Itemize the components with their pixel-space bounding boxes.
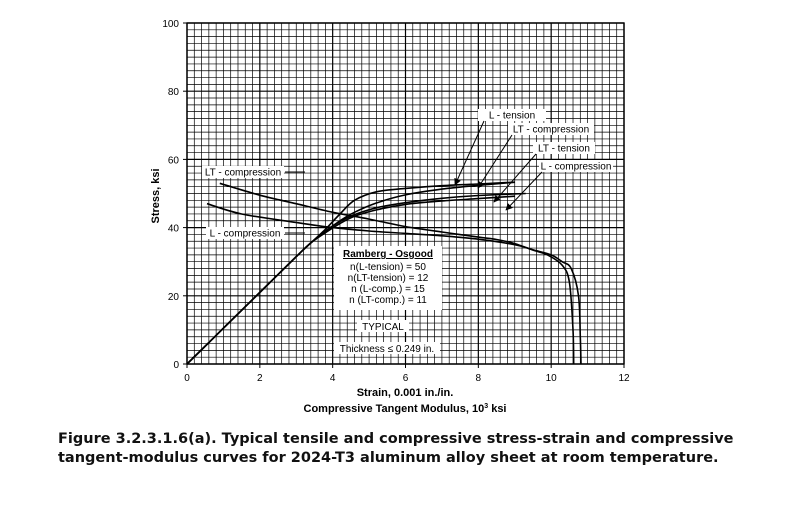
leader-arrow (505, 171, 543, 211)
x-tick-label: 6 (403, 373, 409, 384)
curve-label: L - tension (454, 109, 546, 186)
label-background (539, 160, 613, 172)
curve-label-text: LT - tension (538, 144, 590, 155)
curve-label-text: L - compression (541, 162, 612, 173)
tangent-modulus-lt-compression (219, 182, 575, 365)
leader-arrow (493, 153, 537, 203)
thickness-background (334, 342, 440, 354)
y-axis-label: Stress, ksi (150, 168, 162, 223)
tangent-modulus-l-compression (206, 202, 582, 365)
ramberg-background (334, 246, 442, 310)
ramberg-line: n (LT-comp.) = 11 (349, 295, 427, 306)
tick-labels: 0 2 4 6 8 10 12 0 20 40 60 80 100 (162, 19, 630, 384)
x-tick-label: 4 (330, 373, 336, 384)
curve-label: LT - compression (477, 123, 594, 189)
caption-line-2: tangent-modulus curves for 2024-T3 alumi… (58, 450, 719, 466)
curve-label-text: LT - compression (513, 125, 589, 136)
y-tick-label: 100 (162, 19, 179, 30)
ramberg-line: n (L-comp.) = 15 (351, 284, 425, 295)
curve-l-compression (186, 181, 515, 365)
ramberg-osgood-box: Ramberg - Osgood n(L-tension) = 50n(LT-te… (334, 246, 442, 310)
stress-strain-chart: 0 2 4 6 8 10 12 0 20 40 60 80 100 L - tension LT - co… (150, 19, 630, 415)
typical-text: TYPICAL (362, 322, 404, 333)
y-tick-label: 80 (168, 87, 180, 98)
y-tick-label: 20 (168, 292, 180, 303)
x-tick-label: 8 (476, 373, 482, 384)
label-background (206, 227, 284, 239)
ramberg-title: Ramberg - Osgood (343, 249, 433, 260)
legend-boxes: Ramberg - Osgood n(L-tension) = 50n(LT-te… (334, 246, 442, 355)
x-axis-label-secondary: Compressive Tangent Modulus, 103 ksi (304, 403, 507, 415)
figure-caption: Figure 3.2.3.1.6(a). Typical tensile and… (58, 430, 758, 468)
curve-label: LT - compression (202, 166, 284, 179)
ramberg-line: n(LT-tension) = 12 (348, 273, 429, 284)
curve-label-text: L - compression (210, 229, 281, 240)
y-tick-label: 0 (173, 360, 179, 371)
curves (186, 181, 582, 365)
y-tick-label: 40 (168, 224, 180, 235)
x-axis-label: Strain, 0.001 in./in. (357, 387, 454, 399)
curve-label: LT - tension (493, 142, 595, 203)
ramberg-line: n(L-tension) = 50 (350, 262, 426, 273)
leader-arrow (477, 134, 513, 189)
typical-label: TYPICAL (357, 320, 409, 333)
leader-arrow (454, 120, 485, 186)
thickness-text: Thickness ≤ 0.249 in. (340, 344, 434, 355)
thickness-label: Thickness ≤ 0.249 in. (334, 342, 440, 355)
curve-label-text: L - tension (489, 111, 535, 122)
x-tick-label: 2 (257, 373, 263, 384)
label-background (478, 109, 546, 121)
label-background (508, 123, 594, 135)
label-background (533, 142, 595, 154)
curve-label-text: LT - compression (205, 168, 281, 179)
caption-line-1: Figure 3.2.3.1.6(a). Typical tensile and… (58, 431, 734, 447)
x-tick-label: 12 (618, 373, 630, 384)
curve-label: L - compression (505, 160, 613, 211)
curve-labels: L - tension LT - compression LT - tension L… (202, 109, 613, 240)
curve-label: L - compression (206, 227, 284, 240)
y-tick-label: 60 (168, 155, 180, 166)
x-tick-label: 0 (184, 373, 190, 384)
label-background (202, 166, 284, 178)
x-tick-label: 10 (546, 373, 558, 384)
typical-background (357, 320, 409, 332)
